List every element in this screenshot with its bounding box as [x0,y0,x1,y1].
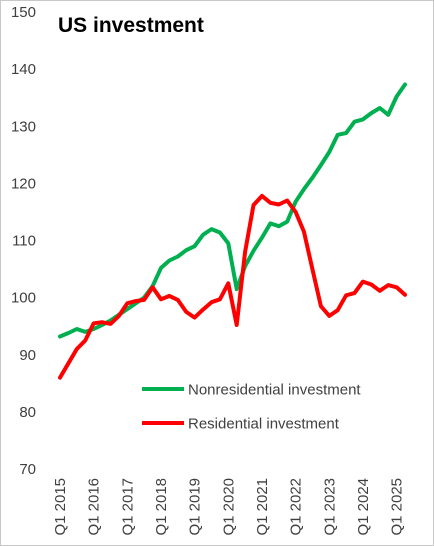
y-tick-label: 90 [19,347,36,364]
x-tick-label: Q1 2023 [321,478,338,536]
y-tick-label: 140 [11,61,36,78]
x-tick-label: Q1 2016 [86,478,103,536]
y-tick-label: 130 [11,118,36,135]
legend-label-residential: Residential investment [188,416,340,433]
series-line-residential [58,193,407,380]
y-tick-label: 110 [12,233,36,250]
x-tick-label: Q1 2015 [52,478,69,536]
x-tick-label: Q1 2021 [254,478,271,536]
y-tick-label: 150 [11,4,36,21]
x-tick-label: Q1 2020 [220,478,237,536]
x-tick-label: Q1 2018 [153,478,170,536]
x-tick-label: Q1 2017 [119,478,136,536]
chart-title: US investment [58,14,204,37]
x-tick-label: Q1 2025 [389,478,406,536]
x-tick-label: Q1 2024 [355,478,372,536]
x-tick-label: Q1 2022 [288,478,305,536]
y-tick-label: 80 [19,404,36,421]
x-tick-label: Q1 2019 [187,478,204,536]
y-tick-label: 100 [11,290,36,307]
legend-label-nonresidential: Nonresidential investment [188,382,361,399]
y-tick-label: 70 [19,461,36,478]
y-tick-label: 120 [11,175,36,192]
